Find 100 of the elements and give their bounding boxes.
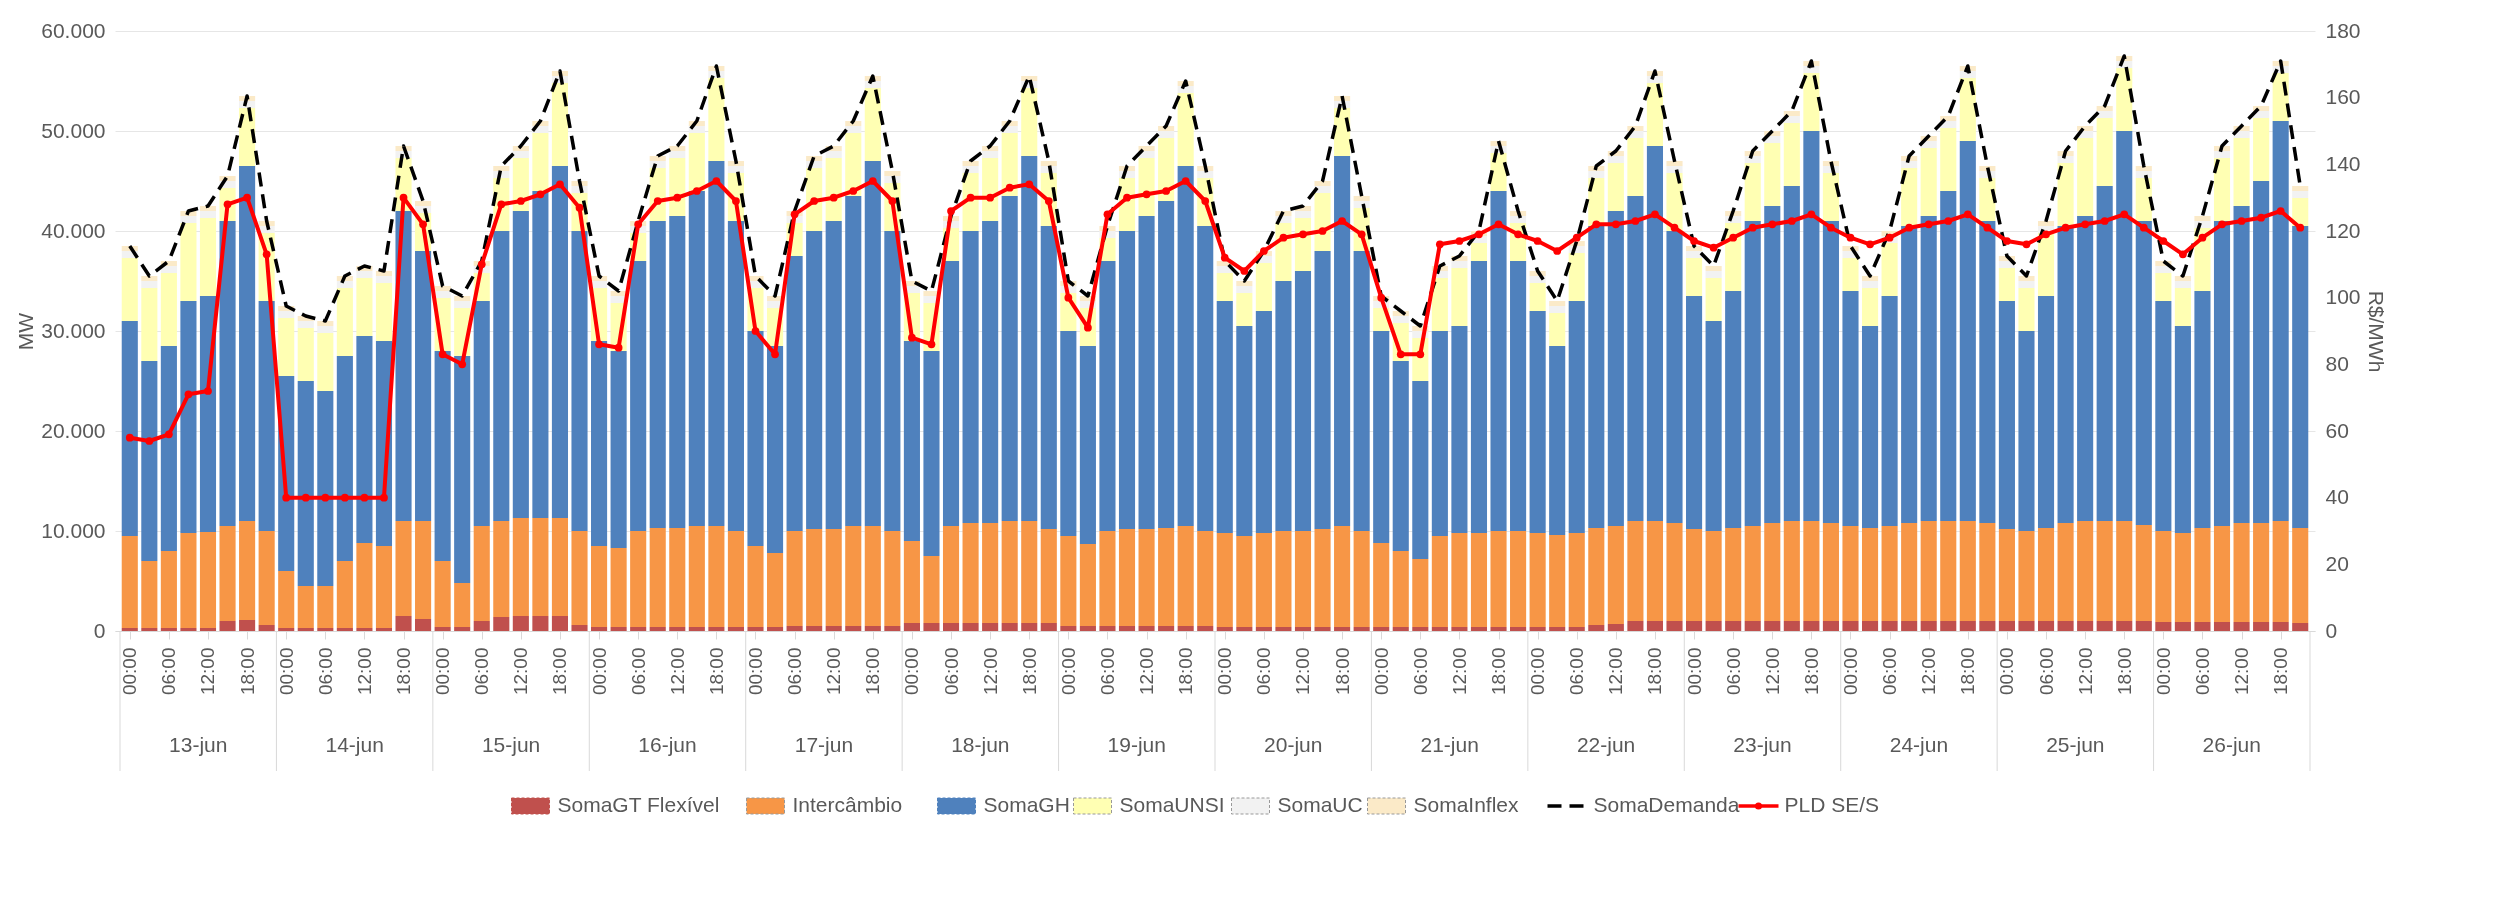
y2-tick-label: 80 xyxy=(2325,351,2349,375)
y2-tick-label: 180 xyxy=(2325,18,2361,42)
bar xyxy=(1881,526,1898,621)
bar xyxy=(1236,286,1253,293)
bar xyxy=(1998,301,2015,529)
x-tick-label: 06:00 xyxy=(1722,647,1744,696)
bar xyxy=(1314,181,1331,186)
bar xyxy=(2018,531,2035,621)
y-axis-title: MW xyxy=(14,312,38,351)
bar xyxy=(1138,529,1155,626)
bar xyxy=(1177,166,1194,526)
bar xyxy=(141,281,158,288)
bar xyxy=(1275,531,1292,627)
bar xyxy=(1940,191,1957,521)
text: 21-jun xyxy=(1420,733,1479,756)
x-tick-label: 06:00 xyxy=(940,647,962,696)
x-tick-label: 06:00 xyxy=(1566,647,1588,696)
bar xyxy=(473,621,490,631)
x-tick-label: 00:00 xyxy=(1527,647,1549,696)
bar xyxy=(1158,138,1175,201)
bar xyxy=(1998,621,2015,631)
bar xyxy=(630,531,647,627)
bar xyxy=(2213,158,2231,221)
text: 24-jun xyxy=(1889,733,1949,756)
bar xyxy=(1275,627,1292,631)
x-tick-label: 12:00 xyxy=(2231,647,2253,696)
bar xyxy=(1666,621,1683,631)
bar xyxy=(2018,288,2035,331)
bar xyxy=(708,161,725,526)
bar xyxy=(356,543,373,628)
bar xyxy=(2155,622,2172,631)
bar xyxy=(415,521,432,619)
bar xyxy=(2077,521,2094,621)
bar xyxy=(1842,526,1859,621)
bar xyxy=(2213,221,2231,526)
legend-label: SomaUC xyxy=(1277,793,1363,816)
x-tick-label: 00:00 xyxy=(744,647,766,696)
legend-label: SomaInflex xyxy=(1413,793,1520,816)
bar xyxy=(1490,191,1507,531)
bar xyxy=(610,351,627,548)
bar xyxy=(1236,326,1253,536)
bar xyxy=(1901,226,1918,523)
bar xyxy=(1294,531,1312,627)
bar xyxy=(1118,529,1136,626)
bar xyxy=(317,391,334,586)
bar xyxy=(1060,626,1077,631)
bar xyxy=(375,276,393,283)
bar xyxy=(2018,331,2035,531)
bar xyxy=(278,571,295,628)
bar xyxy=(1021,521,1038,623)
bar xyxy=(1451,533,1468,627)
bar xyxy=(669,151,686,158)
bar xyxy=(1705,266,1722,271)
bar xyxy=(2057,621,2074,631)
bar xyxy=(708,526,725,627)
bar xyxy=(669,146,686,151)
bar xyxy=(1979,221,1996,523)
bar xyxy=(1666,523,1683,621)
bar xyxy=(962,623,979,631)
bar xyxy=(1353,627,1370,631)
bar xyxy=(512,151,529,158)
bar xyxy=(1842,258,1859,291)
bar xyxy=(1627,521,1644,621)
bar xyxy=(806,529,823,626)
bar xyxy=(1001,196,1018,521)
bar xyxy=(395,211,412,521)
bar xyxy=(630,627,647,631)
legend-label: SomaDemanda xyxy=(1593,793,1740,816)
bar xyxy=(1197,171,1214,178)
bar xyxy=(1568,253,1585,301)
bar xyxy=(2272,121,2289,521)
bar xyxy=(1040,161,1057,166)
bar xyxy=(1431,278,1448,331)
y2-tick-label: 120 xyxy=(2325,218,2361,242)
bar xyxy=(2155,266,2172,273)
bar xyxy=(1959,78,1976,141)
bar xyxy=(786,626,803,631)
bar xyxy=(2077,621,2094,631)
bar xyxy=(1705,271,1722,278)
bar xyxy=(1451,326,1468,533)
bar xyxy=(688,526,705,627)
bar xyxy=(884,231,901,531)
bar xyxy=(982,221,999,523)
bar xyxy=(2037,233,2055,296)
x-tick-label: 18:00 xyxy=(862,647,884,696)
x-tick-label: 12:00 xyxy=(2074,647,2096,696)
bar xyxy=(1373,627,1390,631)
bar xyxy=(649,221,666,528)
bar xyxy=(1783,521,1800,621)
bar xyxy=(1783,186,1800,521)
text: 20-jun xyxy=(1264,733,1323,756)
bar xyxy=(512,211,529,518)
x-tick-label: 12:00 xyxy=(823,647,845,696)
bar xyxy=(493,521,510,617)
bar xyxy=(942,261,960,526)
y2-tick-label: 0 xyxy=(2325,618,2338,642)
bar xyxy=(1901,523,1918,621)
bar xyxy=(845,133,862,196)
bar xyxy=(2272,521,2289,622)
bar xyxy=(2174,622,2191,631)
